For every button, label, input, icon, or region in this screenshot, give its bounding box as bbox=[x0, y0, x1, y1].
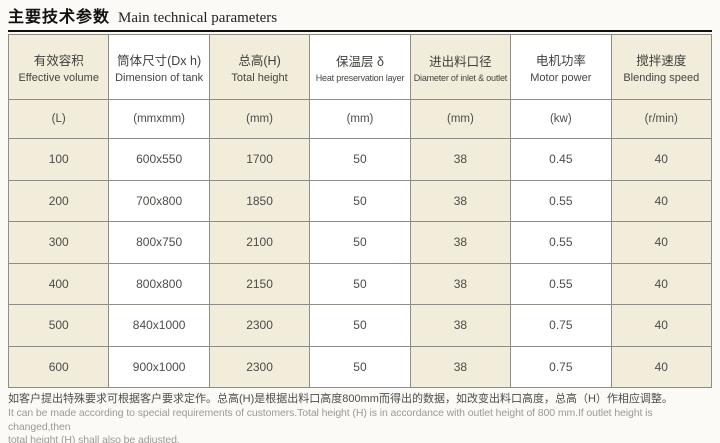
data-cell: 800x750 bbox=[108, 221, 210, 264]
table-units-row: (L) (mmxmm) (mm) (mm) (mm) (kw) (r/min) bbox=[7, 99, 713, 139]
column-header: 电机功率 Motor power bbox=[510, 34, 612, 100]
table-header-row: 有效容积 Effective volume 筒体尺寸(Dx h) Dimension … bbox=[7, 34, 713, 100]
footnote: 如客户提出特殊要求可根据客户要求定作。总高(H)是根据出料口高度800mm而得出… bbox=[8, 392, 712, 443]
page-title: 主要技术参数 Main technical parameters bbox=[8, 3, 712, 32]
data-cell: 50 bbox=[309, 345, 411, 388]
column-header: 总高(H) Total height bbox=[208, 34, 311, 100]
table-row: 500 840x1000 2300 50 38 0.75 40 bbox=[7, 304, 713, 347]
footnote-zh: 如客户提出特殊要求可根据客户要求定作。总高(H)是根据出料口高度800mm而得出… bbox=[8, 393, 673, 405]
data-cell: 50 bbox=[309, 262, 411, 305]
unit-cell: (r/min) bbox=[610, 99, 713, 139]
data-cell: 600x550 bbox=[108, 138, 210, 181]
data-cell: 38 bbox=[409, 262, 512, 305]
footnote-en-line2: total height (H) shall also be adjusted. bbox=[8, 434, 180, 443]
table-row: 200 700x800 1850 50 38 0.55 40 bbox=[7, 179, 713, 222]
data-cell: 2150 bbox=[208, 262, 311, 305]
data-cell: 40 bbox=[610, 179, 713, 222]
data-cell: 1850 bbox=[208, 179, 311, 222]
column-header-en: Effective volume bbox=[18, 72, 99, 84]
data-cell: 500 bbox=[7, 304, 110, 347]
column-header-en: Blending speed bbox=[623, 72, 700, 84]
data-cell: 40 bbox=[610, 262, 713, 305]
column-header-zh: 有效容积 bbox=[33, 54, 84, 68]
column-header-zh: 保温层 δ bbox=[336, 55, 384, 69]
document-page: 主要技术参数 Main technical parameters 有效容积 Eff… bbox=[7, 0, 713, 443]
column-header-en: Heat preservation layer bbox=[315, 73, 405, 83]
data-cell: 200 bbox=[7, 179, 110, 222]
column-header-zh: 总高(H) bbox=[238, 54, 281, 68]
data-cell: 0.75 bbox=[510, 304, 612, 347]
table-row: 100 600x550 1700 50 38 0.45 40 bbox=[7, 138, 713, 181]
unit-cell: (kw) bbox=[510, 99, 612, 139]
column-header-en: Total height bbox=[231, 72, 288, 84]
data-cell: 0.45 bbox=[510, 138, 612, 181]
data-cell: 840x1000 bbox=[108, 304, 210, 347]
column-header: 有效容积 Effective volume bbox=[7, 34, 110, 100]
column-header-zh: 进出料口径 bbox=[429, 55, 492, 69]
unit-cell: (mm) bbox=[309, 99, 411, 139]
data-cell: 38 bbox=[409, 221, 512, 264]
data-cell: 700x800 bbox=[108, 179, 210, 222]
unit-cell: (mm) bbox=[409, 99, 512, 139]
data-cell: 40 bbox=[610, 221, 713, 264]
data-cell: 40 bbox=[610, 138, 713, 181]
data-cell: 0.55 bbox=[510, 221, 612, 264]
data-cell: 0.55 bbox=[510, 179, 612, 222]
page-title-en: Main technical parameters bbox=[118, 10, 278, 26]
column-header: 筒体尺寸(Dx h) Dimension of tank bbox=[108, 34, 210, 100]
data-cell: 40 bbox=[610, 345, 713, 388]
column-header-zh: 筒体尺寸(Dx h) bbox=[117, 54, 202, 68]
table-row: 300 800x750 2100 50 38 0.55 40 bbox=[7, 221, 713, 264]
unit-cell: (mm) bbox=[208, 99, 311, 139]
footnote-en-line1: It can be made according to special requ… bbox=[8, 407, 653, 433]
data-cell: 2300 bbox=[208, 304, 311, 347]
data-cell: 800x800 bbox=[108, 262, 210, 305]
column-header: 进出料口径 Diameter of inlet & outlet bbox=[409, 34, 512, 100]
data-cell: 2100 bbox=[208, 221, 311, 264]
data-cell: 400 bbox=[7, 262, 110, 305]
column-header: 搅拌速度 Blending speed bbox=[610, 34, 713, 100]
parameters-table: 有效容积 Effective volume 筒体尺寸(Dx h) Dimension … bbox=[7, 34, 713, 388]
data-cell: 900x1000 bbox=[108, 345, 210, 388]
data-cell: 600 bbox=[7, 345, 110, 388]
page-title-zh: 主要技术参数 bbox=[8, 9, 111, 26]
data-cell: 0.75 bbox=[510, 345, 612, 388]
data-cell: 50 bbox=[309, 304, 411, 347]
column-header-zh: 搅拌速度 bbox=[636, 54, 687, 68]
data-cell: 50 bbox=[309, 179, 411, 222]
unit-cell: (L) bbox=[7, 99, 110, 139]
data-cell: 300 bbox=[7, 221, 110, 264]
table-row: 600 900x1000 2300 50 38 0.75 40 bbox=[7, 345, 713, 388]
data-cell: 50 bbox=[309, 138, 411, 181]
data-cell: 38 bbox=[409, 138, 512, 181]
data-cell: 50 bbox=[309, 221, 411, 264]
data-cell: 0.55 bbox=[510, 262, 612, 305]
column-header-zh: 电机功率 bbox=[535, 54, 586, 68]
data-cell: 1700 bbox=[208, 138, 311, 181]
data-cell: 2300 bbox=[208, 345, 311, 388]
data-cell: 38 bbox=[409, 179, 512, 222]
data-cell: 38 bbox=[409, 304, 512, 347]
data-cell: 40 bbox=[610, 304, 713, 347]
table-row: 400 800x800 2150 50 38 0.55 40 bbox=[7, 262, 713, 305]
unit-cell: (mmxmm) bbox=[108, 99, 210, 139]
column-header-en: Motor power bbox=[530, 72, 592, 84]
column-header-en: Dimension of tank bbox=[115, 72, 204, 84]
data-cell: 100 bbox=[7, 138, 110, 181]
column-header: 保温层 δ Heat preservation layer bbox=[309, 34, 411, 100]
data-cell: 38 bbox=[409, 345, 512, 388]
column-header-en: Diameter of inlet & outlet bbox=[413, 73, 508, 83]
